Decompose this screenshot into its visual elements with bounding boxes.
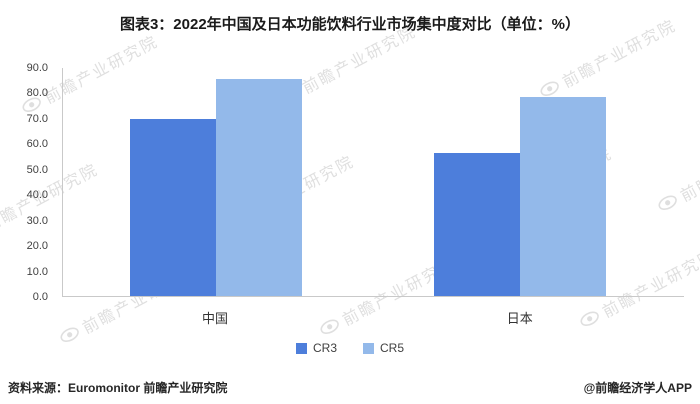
source-text: 资料来源：Euromonitor 前瞻产业研究院 — [8, 381, 228, 395]
bar-cr3 — [129, 118, 216, 296]
legend-label: CR3 — [312, 341, 337, 355]
bar-cr5 — [520, 97, 607, 296]
x-axis-category-label: 中国 — [201, 311, 229, 326]
legend-item-cr5: CR5 — [363, 341, 404, 355]
legend: CR3 CR5 — [0, 341, 700, 355]
x-axis-category-label: 日本 — [506, 311, 533, 326]
x-axis-labels: 中国 日本 — [62, 308, 684, 328]
y-axis-tick-label: 40.0 — [26, 189, 48, 202]
y-axis-tick-label: 80.0 — [26, 87, 48, 100]
y-axis-tick-label: 90.0 — [26, 62, 48, 74]
y-axis-tick-label: 20.0 — [26, 240, 48, 253]
bar-cr3 — [434, 152, 521, 296]
y-axis-tick-label: 10.0 — [26, 265, 48, 278]
y-axis-tick-label: 70.0 — [26, 112, 48, 125]
legend-item-cr3: CR3 — [295, 341, 337, 355]
y-axis: 90.0 80.0 70.0 60.0 50.0 40.0 30.0 20.0 10.0 0.0 — [0, 62, 56, 303]
plot-area — [62, 68, 684, 297]
footer: 资料来源：Euromonitor 前瞻产业研究院 @前瞻经济学人APP — [8, 379, 692, 396]
chart-title: 图表3：2022年中国及日本功能饮料行业市场集中度对比（单位：%） — [119, 16, 581, 33]
bar-cr5 — [215, 79, 302, 296]
legend-swatch-cr3 — [295, 342, 307, 354]
legend-swatch-cr5 — [363, 342, 374, 354]
bar-group — [434, 68, 607, 296]
legend-label: CR5 — [380, 341, 405, 355]
app-handle: @前瞻经济学人APP — [583, 381, 692, 395]
y-axis-tick-label: 30.0 — [26, 214, 48, 227]
y-axis-tick-label: 60.0 — [26, 138, 48, 151]
y-axis-tick-label: 50.0 — [26, 163, 48, 176]
bar-group — [129, 68, 302, 296]
y-axis-tick-label: 0.0 — [32, 291, 48, 303]
